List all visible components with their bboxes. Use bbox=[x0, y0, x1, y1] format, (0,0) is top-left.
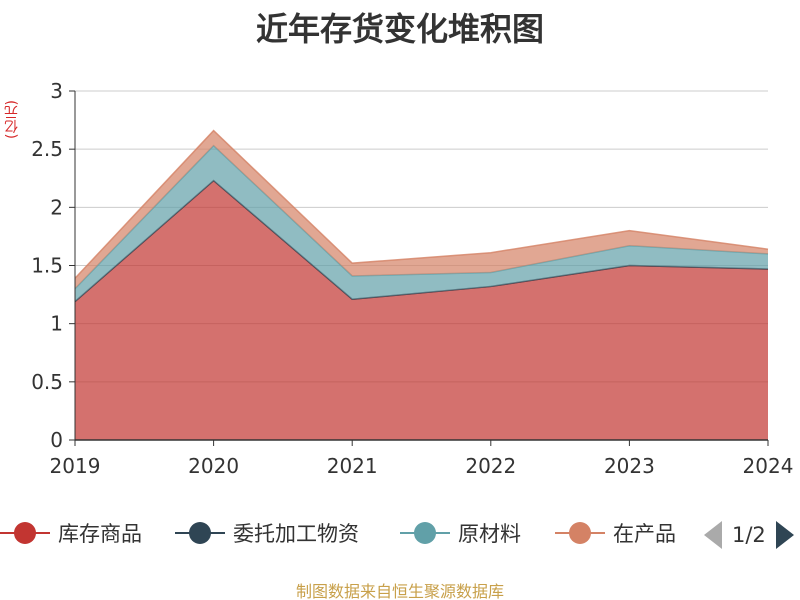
area-series-line-3 bbox=[74, 129, 769, 279]
legend-item[interactable]: 库存商品 bbox=[0, 515, 142, 551]
legend-label: 委托加工物资 bbox=[233, 522, 359, 546]
y-tick-label: 1.5 bbox=[31, 254, 63, 278]
area-series-line-1 bbox=[74, 179, 769, 303]
legend-swatch bbox=[175, 515, 225, 551]
x-tick-label: 2024 bbox=[743, 454, 794, 478]
legend-page-indicator: 1/2 bbox=[732, 523, 766, 547]
area-series-3 bbox=[75, 130, 768, 289]
y-tick-label: 2 bbox=[50, 195, 63, 219]
y-tick-label: 2.5 bbox=[31, 137, 63, 161]
y-tick-label: 3 bbox=[50, 79, 63, 103]
chart-title: 近年存货变化堆积图 bbox=[255, 10, 544, 48]
legend-swatch bbox=[0, 515, 50, 551]
x-tick-label: 2020 bbox=[188, 454, 239, 478]
legend-item[interactable]: 原材料 bbox=[400, 515, 521, 551]
x-tick-label: 2021 bbox=[327, 454, 378, 478]
x-tick-label: 2023 bbox=[604, 454, 655, 478]
legend-item[interactable]: 在产品 bbox=[555, 515, 676, 551]
area-series-2 bbox=[75, 145, 768, 302]
x-tick-label: 2019 bbox=[50, 454, 101, 478]
area-series-0 bbox=[75, 180, 768, 440]
y-tick-label: 0.5 bbox=[31, 370, 63, 394]
chart-legend: 库存商品 委托加工物资 原材料 在产品 bbox=[0, 515, 800, 551]
legend-label: 原材料 bbox=[458, 522, 521, 546]
legend-label: 库存商品 bbox=[58, 522, 142, 546]
y-tick-label: 0 bbox=[50, 428, 63, 452]
legend-prev-page-button[interactable] bbox=[704, 521, 722, 549]
x-tick-label: 2022 bbox=[465, 454, 516, 478]
legend-pager: 1/2 bbox=[700, 515, 800, 555]
legend-swatch bbox=[555, 515, 605, 551]
y-tick-label: 1 bbox=[50, 312, 63, 336]
legend-next-page-button[interactable] bbox=[775, 521, 794, 549]
legend-label: 在产品 bbox=[613, 522, 676, 546]
legend-swatch bbox=[400, 515, 450, 551]
legend-item[interactable]: 委托加工物资 bbox=[175, 515, 359, 551]
data-source-note: 制图数据来自恒生聚源数据库 bbox=[295, 582, 504, 600]
